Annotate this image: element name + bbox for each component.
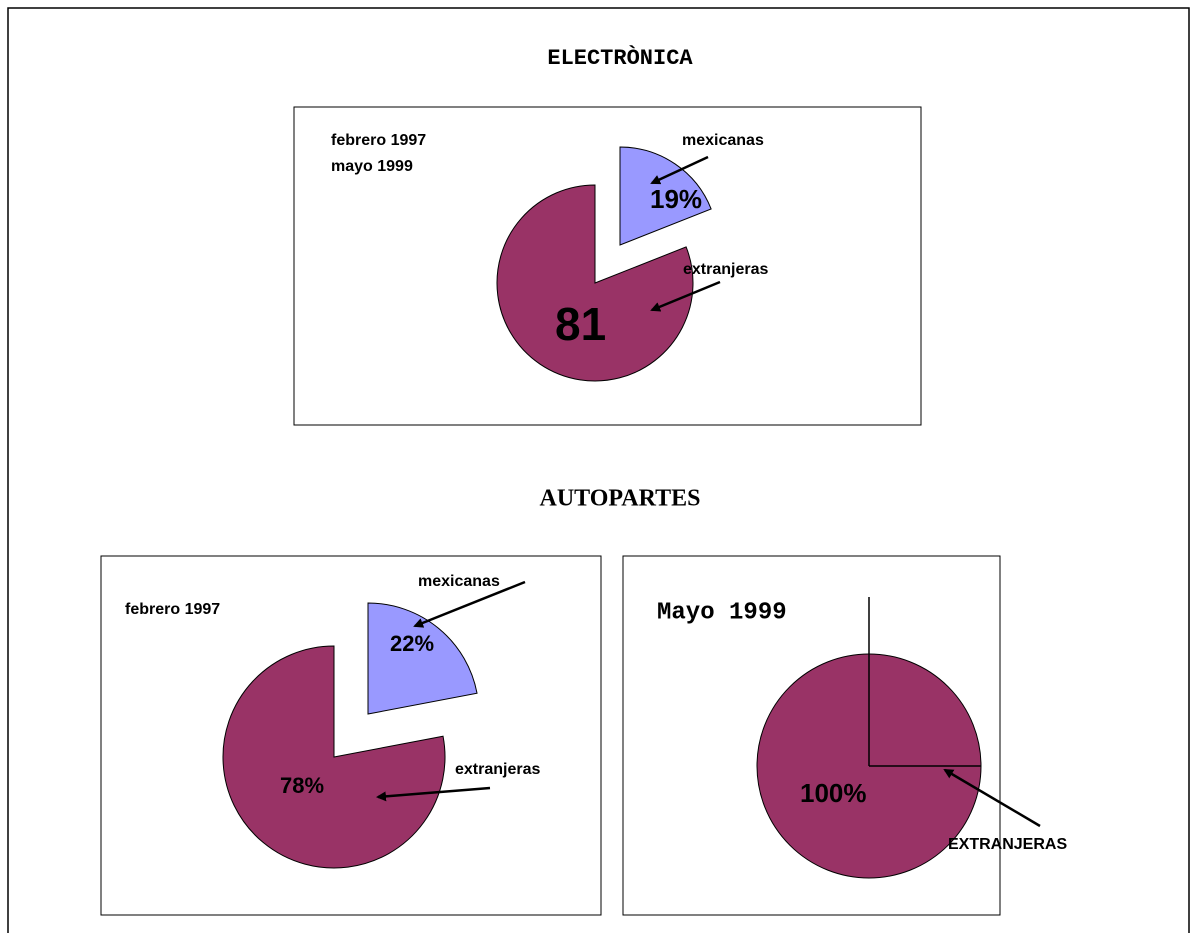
chart-title: febrero 1997	[331, 132, 426, 149]
value-label: 81	[555, 298, 606, 350]
value-label: 78%	[280, 773, 324, 798]
slice-label: extranjeras	[683, 261, 768, 278]
value-label: 22%	[390, 631, 434, 656]
value-label: 100%	[800, 778, 867, 808]
chart-title: Mayo 1999	[657, 599, 787, 626]
arrow	[943, 768, 1041, 828]
heading: ELECTRÒNICA	[547, 45, 693, 71]
arrow	[650, 155, 709, 185]
slice-label: EXTRANJERAS	[948, 836, 1067, 853]
arrow	[413, 580, 526, 628]
value-label: 19%	[650, 184, 702, 214]
slice-label: mexicanas	[682, 132, 764, 149]
chart-title: mayo 1999	[331, 158, 413, 175]
heading: AUTOPARTES	[540, 486, 701, 512]
pie-slice	[619, 146, 712, 246]
chart-title: febrero 1997	[125, 601, 220, 618]
pie-slice	[367, 602, 478, 715]
slice-label: mexicanas	[418, 573, 500, 590]
arrow	[376, 786, 491, 802]
page-border	[7, 7, 1190, 933]
arrow	[650, 280, 721, 312]
pie-slice	[222, 645, 446, 869]
slice-label: extranjeras	[455, 761, 540, 778]
pie-slice	[496, 184, 694, 382]
chart-frame	[293, 106, 922, 426]
